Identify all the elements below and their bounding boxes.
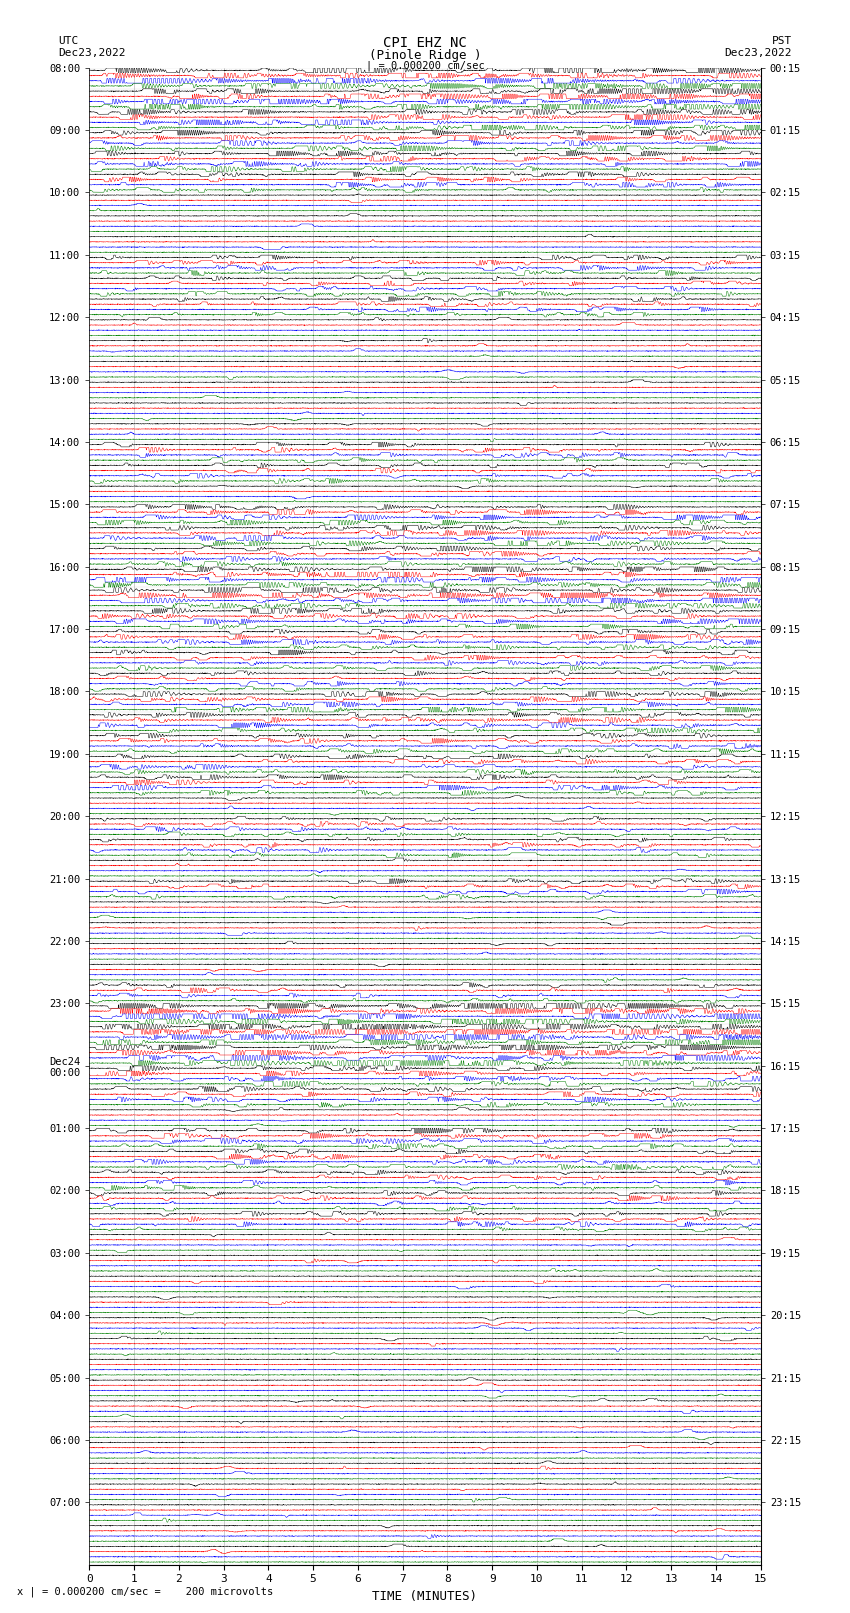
X-axis label: TIME (MINUTES): TIME (MINUTES) [372,1590,478,1603]
Text: Dec23,2022: Dec23,2022 [58,47,125,58]
Text: (Pinole Ridge ): (Pinole Ridge ) [369,50,481,63]
Text: CPI EHZ NC: CPI EHZ NC [383,37,467,50]
Text: | = 0.000200 cm/sec: | = 0.000200 cm/sec [366,60,484,71]
Text: Dec23,2022: Dec23,2022 [725,47,792,58]
Text: PST: PST [772,37,792,47]
Text: x | = 0.000200 cm/sec =    200 microvolts: x | = 0.000200 cm/sec = 200 microvolts [17,1586,273,1597]
Text: UTC: UTC [58,37,78,47]
